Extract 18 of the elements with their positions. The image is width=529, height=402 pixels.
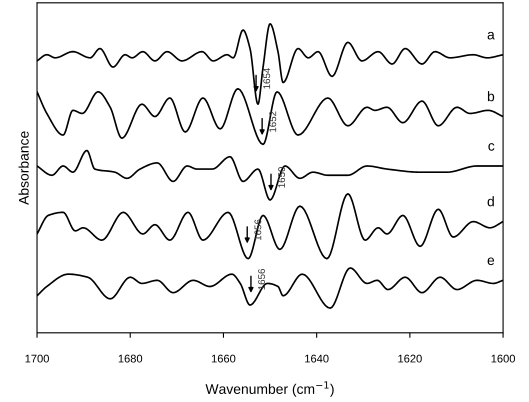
x-tick-label: 1680	[118, 354, 142, 363]
series-label: a	[488, 32, 495, 40]
x-axis-title: Wavenumber (cm$^{−1}$)	[206, 381, 334, 397]
annotation: 1656	[254, 220, 262, 240]
series-label: d	[488, 196, 494, 206]
annotation: 1650	[278, 166, 286, 188]
annotation: 1652	[269, 111, 276, 132]
series-label: e	[488, 257, 494, 266]
x-tick-label: 1600	[492, 354, 516, 363]
series-label: c	[488, 143, 494, 151]
x-tick-label: 1620	[398, 354, 422, 363]
annotation: 1656	[258, 269, 266, 290]
x-tick-label: 1700	[26, 354, 49, 363]
x-tick-label: 1640	[305, 354, 329, 363]
series-label: b	[488, 91, 494, 102]
x-tick-label: 1660	[212, 354, 236, 363]
y-axis-title: Absorbance	[18, 131, 29, 205]
annotation: 1654	[263, 68, 270, 89]
